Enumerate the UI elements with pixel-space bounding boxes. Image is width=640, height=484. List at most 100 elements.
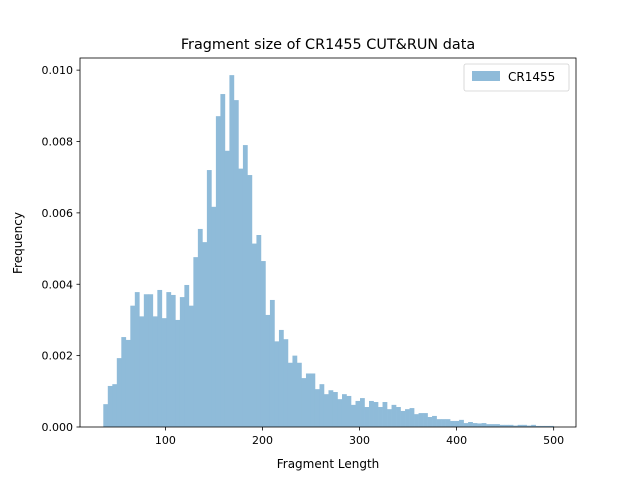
- histogram-bar: [143, 294, 149, 427]
- histogram-bar: [427, 417, 433, 427]
- histogram-bar: [495, 424, 500, 427]
- histogram-bar: [323, 394, 329, 427]
- histogram-bar: [274, 341, 280, 427]
- x-axis: 100 200 300 400 500: [155, 427, 564, 447]
- histogram-bar: [508, 424, 514, 427]
- legend: CR1455: [463, 63, 570, 92]
- histogram-bar: [445, 419, 451, 427]
- histogram-bar: [468, 422, 473, 427]
- histogram-bar: [400, 410, 406, 427]
- y-tick-label: 0.004: [42, 278, 74, 291]
- histogram-bar: [544, 425, 550, 427]
- histogram-bar: [211, 206, 217, 427]
- histogram-bar: [369, 400, 374, 427]
- histogram-bar: [409, 408, 415, 427]
- histogram-bar: [337, 399, 343, 427]
- histogram-bar: [351, 404, 356, 427]
- histogram-bar: [148, 294, 154, 427]
- y-tick-label: 0.008: [42, 136, 74, 149]
- histogram-bar: [179, 297, 185, 427]
- histogram-bar: [229, 75, 235, 428]
- histogram-bar: [305, 373, 311, 427]
- y-axis-label: Frequency: [11, 212, 25, 274]
- histogram-bar: [432, 415, 437, 427]
- histogram-bar: [382, 402, 388, 427]
- histogram-bar: [247, 175, 253, 427]
- histogram-bar: [107, 385, 113, 427]
- histogram-bar: [513, 425, 518, 427]
- histogram-bar: [517, 424, 523, 427]
- histogram-bar: [310, 373, 316, 427]
- histogram-bar: [112, 384, 118, 427]
- histogram-bar: [193, 257, 199, 427]
- histogram-bar: [481, 423, 487, 427]
- histogram-bar: [116, 358, 122, 427]
- chart-title: Fragment size of CR1455 CUT&RUN data: [181, 37, 475, 53]
- histogram-bar: [224, 150, 230, 428]
- histogram-bar: [269, 299, 275, 427]
- histogram-bar: [260, 261, 266, 427]
- y-tick-label: 0.006: [42, 207, 74, 220]
- histogram-bar: [121, 337, 127, 427]
- histogram-bar: [139, 316, 145, 427]
- histogram-bar: [238, 168, 244, 427]
- histogram-bar: [292, 355, 298, 427]
- histogram-bar: [364, 407, 370, 427]
- histogram-bar: [278, 329, 284, 427]
- legend-swatch: [472, 71, 500, 81]
- histogram-bar: [504, 424, 509, 427]
- x-tick-label: 300: [349, 434, 370, 447]
- histogram-bar: [472, 423, 478, 427]
- histogram-bar: [360, 398, 365, 427]
- histogram-bar: [436, 419, 442, 427]
- x-tick-label: 500: [543, 434, 564, 447]
- y-axis: 0.000 0.002 0.004 0.006 0.008 0.010: [42, 64, 80, 434]
- plot-frame: [79, 57, 577, 428]
- histogram-bar: [549, 425, 554, 427]
- x-tick-label: 100: [155, 434, 176, 447]
- histogram-bar: [540, 425, 545, 427]
- histogram-bar: [355, 400, 361, 427]
- histogram-bar: [319, 384, 325, 427]
- histogram-bar: [251, 243, 257, 427]
- histogram-bar: [287, 362, 293, 427]
- histogram-bar: [202, 242, 208, 427]
- histogram-bar: [170, 294, 176, 427]
- histogram-bar: [477, 423, 482, 427]
- histogram-bar: [441, 419, 446, 427]
- histogram-bar: [499, 424, 505, 427]
- histogram-bar: [206, 170, 212, 427]
- histogram-bar: [125, 339, 131, 427]
- histogram-bar: [296, 362, 302, 427]
- histogram-bar: [233, 100, 239, 427]
- histogram-bar: [396, 407, 401, 427]
- histogram-bar: [387, 409, 392, 427]
- legend-label: CR1455: [508, 70, 555, 84]
- histogram-bar: [152, 316, 158, 427]
- y-tick-label: 0.000: [42, 421, 74, 434]
- x-tick-label: 400: [446, 434, 467, 447]
- histogram-bar: [450, 420, 455, 427]
- histogram-bar: [283, 339, 289, 427]
- histogram-bar: [130, 305, 136, 427]
- histogram-bar: [526, 425, 532, 427]
- histogram-bar: [301, 378, 307, 427]
- histogram-bar: [391, 404, 397, 427]
- histogram-bar: [486, 424, 491, 427]
- histogram-bar: [522, 424, 527, 427]
- histogram-bar: [454, 420, 460, 427]
- histogram-bar: [423, 413, 428, 427]
- histogram-bar: [414, 414, 419, 427]
- histogram-bar: [332, 392, 338, 427]
- histogram-bar: [265, 314, 271, 427]
- y-tick-label: 0.002: [42, 350, 74, 363]
- histogram-bar: [459, 419, 464, 427]
- histogram-bar: [175, 319, 181, 427]
- histogram-bar: [346, 395, 352, 427]
- histogram-bar: [242, 145, 248, 427]
- histogram-bar: [328, 390, 334, 427]
- y-tick-label: 0.010: [42, 64, 74, 77]
- histogram-bar: [314, 389, 320, 427]
- histogram-bar: [134, 292, 140, 427]
